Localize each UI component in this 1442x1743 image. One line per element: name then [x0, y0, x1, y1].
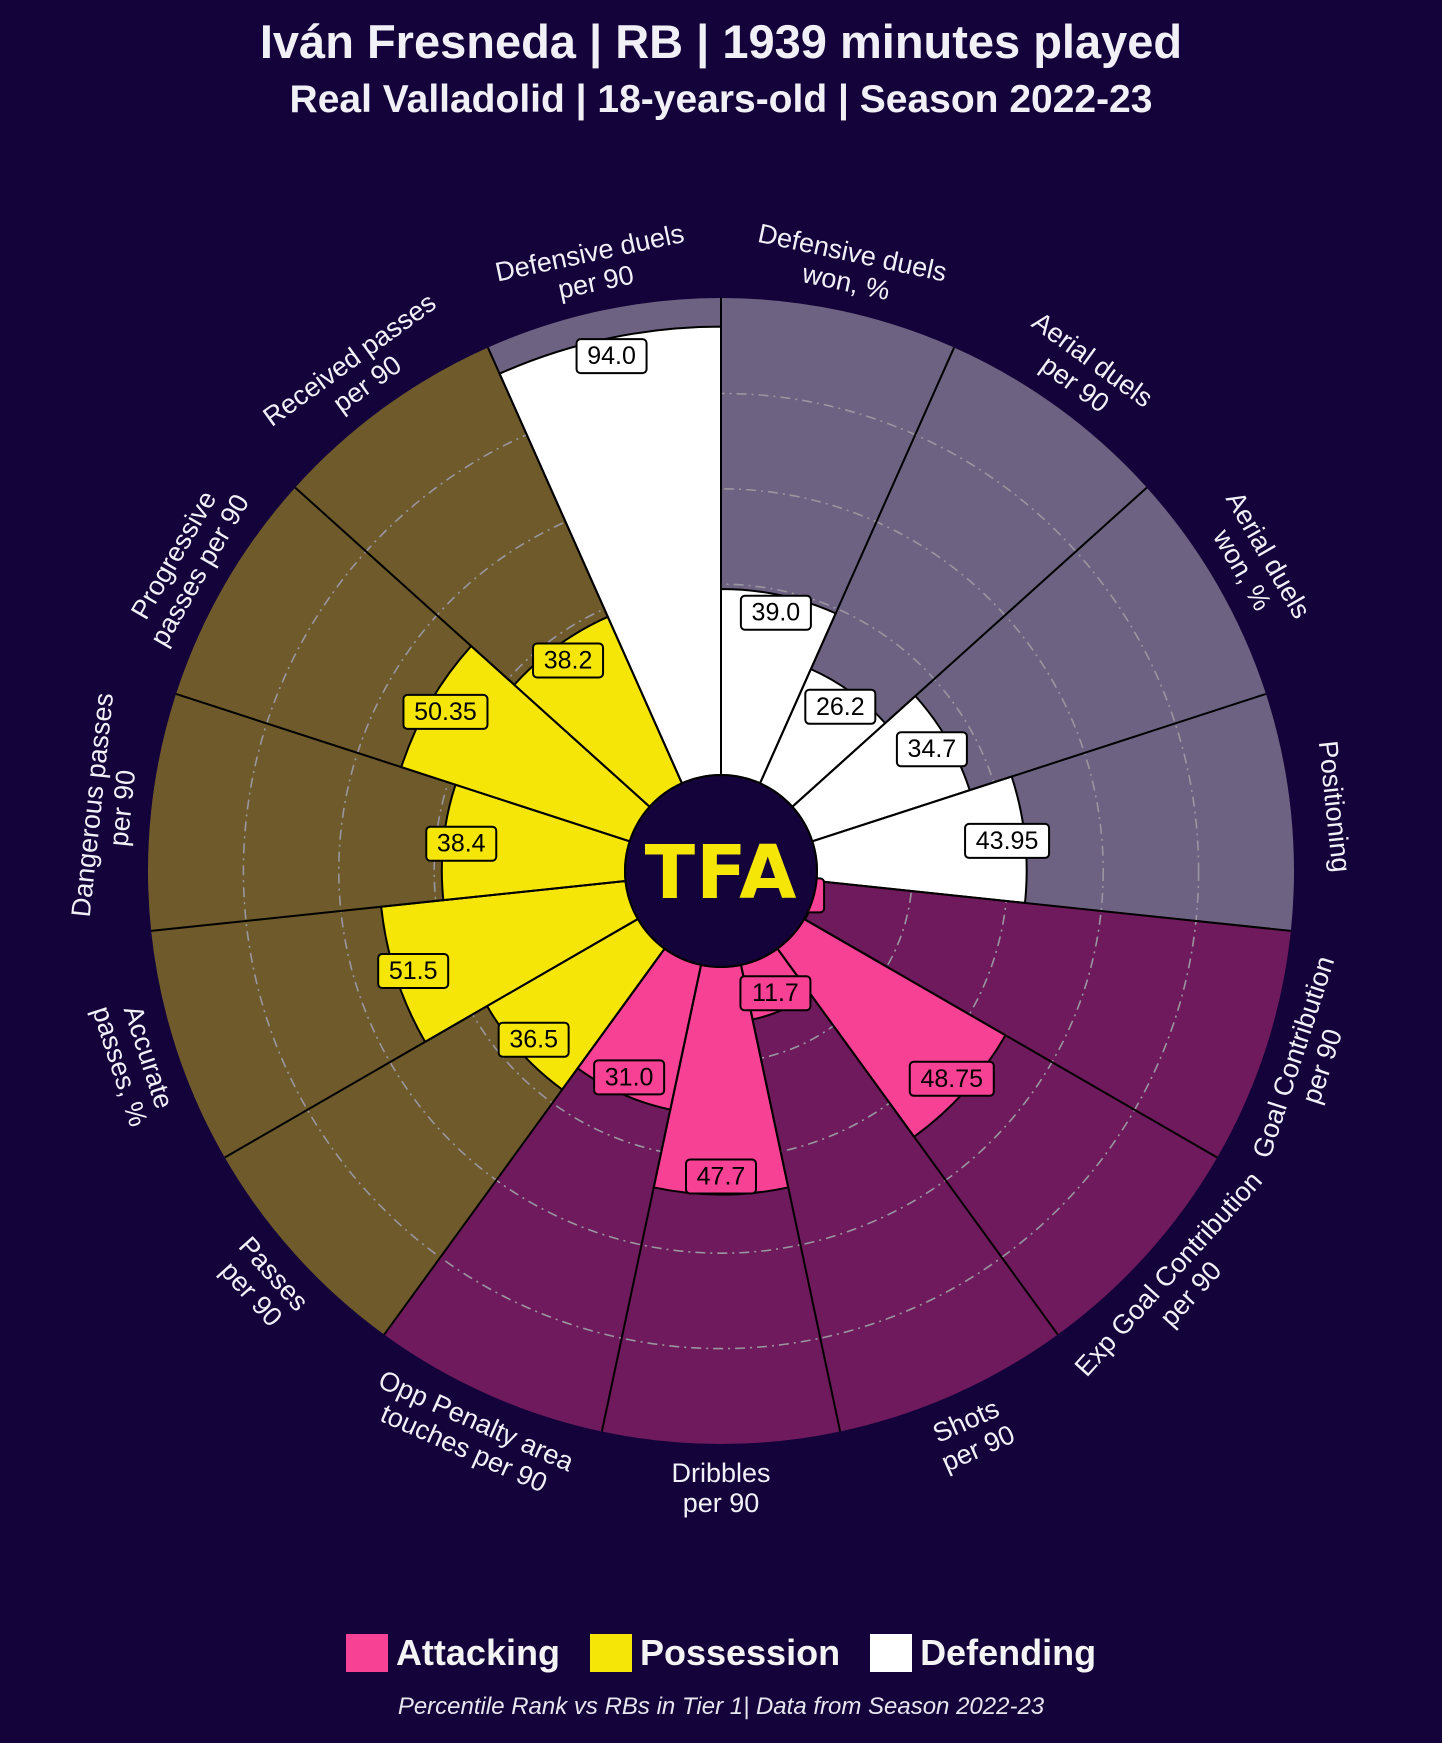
slice-divider — [224, 918, 639, 1159]
chart-subtitle: Real Valladolid | 18-years-old | Season … — [289, 78, 1153, 121]
value-label-text: 31.0 — [605, 1063, 654, 1091]
value-label: 34.7 — [895, 731, 968, 768]
value-label-text: 36.5 — [509, 1026, 558, 1054]
slice-divider — [487, 347, 683, 784]
slice-divider — [739, 964, 842, 1432]
value-label-text: 94.0 — [587, 342, 636, 370]
value-label-box — [895, 731, 968, 768]
value-label-text: 38.4 — [437, 830, 486, 858]
legend-swatch-attacking — [345, 1634, 388, 1672]
param-label: Dribbles per 90 — [671, 1458, 770, 1518]
center-circle — [624, 774, 818, 968]
value-label-text: 39.0 — [752, 599, 801, 627]
legend-item-defending: Defending — [870, 1632, 1096, 1674]
slice-divider — [151, 880, 626, 932]
slice-divider — [791, 486, 1148, 808]
value-label: 11.7 — [739, 975, 812, 1012]
value-label-box — [402, 693, 489, 730]
value-label-text: 51.5 — [389, 957, 438, 985]
value-label-box — [804, 688, 877, 725]
chart-title: Iván Fresneda | RB | 1939 minutes played — [259, 15, 1183, 68]
background-slice — [601, 964, 841, 1444]
value-label: 39.0 — [739, 594, 812, 631]
value-label-text: 43.95 — [976, 827, 1039, 855]
value-label-text: 11.7 — [752, 979, 799, 1007]
legend-label-defending: Defending — [920, 1632, 1097, 1673]
value-label-text: 47.7 — [697, 1163, 746, 1191]
slice-divider — [811, 692, 1267, 843]
value-label-text: 50.35 — [414, 698, 477, 726]
value-label-box — [964, 822, 1051, 859]
value-label-box — [497, 1021, 570, 1058]
legend-label-attacking: Attacking — [395, 1632, 560, 1673]
value-label-box — [575, 338, 648, 375]
slice-divider — [383, 948, 666, 1336]
slice-divider — [776, 948, 1059, 1336]
grid-ring — [337, 487, 1105, 1255]
value-label: 47.7 — [685, 1158, 757, 1195]
value-label: 48.75 — [908, 1060, 995, 1097]
legend: Attacking Possession Defending — [0, 1632, 1442, 1674]
value-label: 43.95 — [964, 822, 1051, 859]
value-label: 51.5 — [377, 953, 450, 990]
value-label: 26.2 — [804, 688, 877, 725]
legend-label-possession: Possession — [639, 1632, 841, 1673]
value-label-box — [532, 642, 605, 679]
value-label: 36.5 — [497, 1021, 570, 1058]
background-slice — [740, 948, 1058, 1432]
value-label-text: 48.75 — [920, 1065, 983, 1093]
value-label: 31.0 — [593, 1059, 666, 1096]
value-label-box — [908, 1060, 995, 1097]
slice-divider — [600, 964, 703, 1432]
value-label: 94.0 — [575, 338, 648, 375]
footnote: Percentile Rank vs RBs in Tier 1| Data f… — [397, 1693, 1045, 1720]
slice-divider — [175, 692, 631, 843]
background-slice — [804, 881, 1291, 1158]
param-label: Shotsper 90 — [925, 1392, 1019, 1478]
slice-divider — [759, 347, 955, 784]
value-label-box — [739, 975, 812, 1012]
value-label-text: 34.7 — [908, 735, 957, 763]
slice-divider — [816, 880, 1291, 932]
value-label-text: 38.2 — [544, 646, 593, 674]
slice-divider — [803, 918, 1218, 1159]
legend-swatch-defending — [870, 1634, 913, 1672]
value-label: 50.35 — [402, 693, 489, 730]
value-label-box — [377, 953, 450, 990]
value-label-box — [685, 1158, 757, 1195]
slice-divider — [294, 486, 651, 808]
pizza-chart: 0.248.7511.747.731.036.551.538.450.3538.… — [66, 218, 1357, 1518]
value-label: 38.2 — [532, 642, 605, 679]
tfa-logo: TFA — [645, 830, 798, 916]
value-label: 38.4 — [425, 825, 498, 862]
slice-dividers — [151, 298, 1291, 1432]
legend-item-attacking: Attacking — [345, 1632, 560, 1674]
value-label-box — [425, 825, 498, 862]
value-label-text: 26.2 — [816, 693, 865, 721]
param-label: Positioning — [1313, 739, 1357, 874]
legend-item-possession: Possession — [589, 1632, 841, 1674]
legend-swatch-possession — [589, 1634, 632, 1672]
value-label-box — [739, 594, 812, 631]
value-label-box — [593, 1059, 666, 1096]
param-label: Dangerous passesper 90 — [66, 691, 149, 921]
